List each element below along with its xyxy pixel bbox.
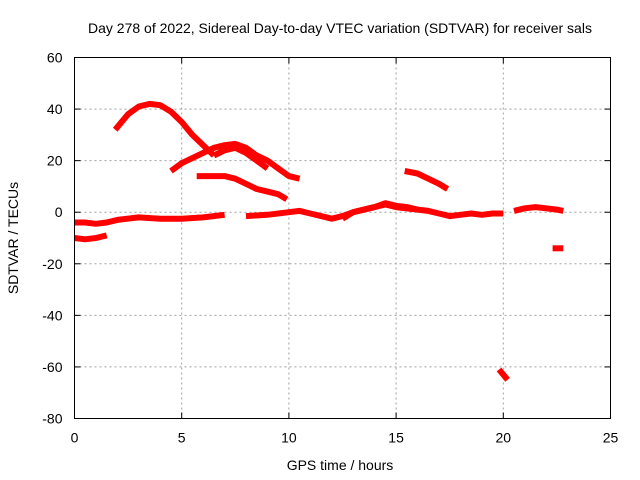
x-tick-labels: 0 5 10 15 20 25 (71, 430, 619, 446)
chart-title: Day 278 of 2022, Sidereal Day-to-day VTE… (88, 20, 592, 36)
y-tick-label: -20 (42, 256, 62, 272)
series-arc-low-start (74, 232, 108, 243)
y-tick-label: -60 (42, 359, 62, 375)
series-arc-peak-42 (112, 100, 216, 158)
plot-frame (74, 57, 611, 419)
series-arc-baseline-a (74, 211, 225, 227)
x-tick-label: 20 (496, 430, 512, 446)
y-tick-label: 40 (47, 101, 63, 117)
series-arc-baseline-c (340, 200, 419, 222)
x-tick-label: 15 (388, 430, 404, 446)
y-tick-labels: -80 -60 -40 -20 0 20 40 60 (42, 50, 62, 427)
y-tick-label: -40 (42, 307, 62, 323)
series-arc-minus62 (496, 367, 510, 382)
x-axis-label: GPS time / hours (287, 457, 394, 473)
series-group (74, 100, 564, 382)
y-tick-label: -80 (42, 411, 62, 427)
series-arc-rise-fall (169, 140, 301, 182)
x-tick-label: 25 (603, 430, 619, 446)
series-arc-16-descending (404, 168, 450, 192)
y-axis-label: SDTVAR / TECUs (5, 182, 21, 294)
series-arc-cross (212, 144, 270, 171)
series-arc-baseline-d (513, 204, 564, 214)
x-tick-label: 10 (281, 430, 297, 446)
axis-ticks (74, 57, 611, 419)
y-tick-label: 60 (47, 50, 63, 66)
y-tick-label: 0 (55, 204, 63, 220)
x-tick-label: 0 (71, 430, 79, 446)
y-tick-label: 20 (47, 153, 63, 169)
grid (74, 57, 611, 419)
x-tick-label: 5 (178, 430, 186, 446)
series-arc-plateau-14 (196, 173, 289, 202)
